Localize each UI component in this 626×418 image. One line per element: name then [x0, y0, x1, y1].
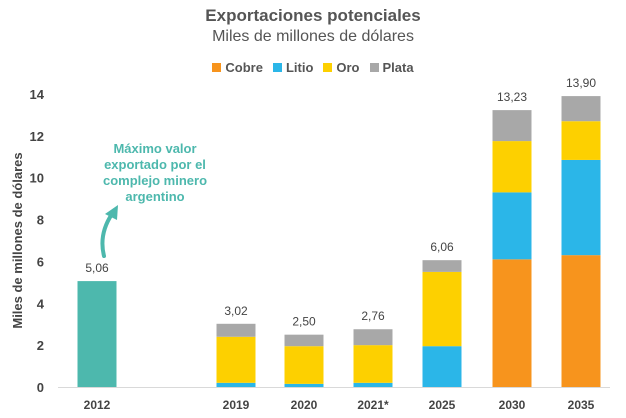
legend-swatch-oro — [323, 63, 333, 72]
annotation-line-0: Máximo valor — [113, 141, 196, 156]
legend-label-litio: Litio — [285, 60, 314, 75]
annotation-arrow-head — [105, 205, 118, 220]
bar-segment-plata-2030 — [492, 110, 532, 142]
annotation-arrow-shaft — [100, 212, 114, 258]
bar-segment-plata-2020 — [284, 334, 324, 347]
bar-segment-oro-2019 — [216, 336, 256, 383]
y-tick-label-8: 8 — [37, 213, 44, 228]
bar-segment-cobre-2030 — [492, 259, 532, 387]
total-label-2019: 3,02 — [224, 304, 248, 318]
y-tick-label-10: 10 — [30, 171, 44, 186]
y-tick-label-6: 6 — [37, 254, 44, 269]
bar-segment-oro-2035 — [561, 121, 601, 160]
annotation-line-3: argentino — [125, 189, 184, 204]
bar-segment-litio-2020 — [284, 383, 324, 387]
bar-segment-oro-2025 — [422, 271, 462, 347]
legend-swatch-litio — [272, 63, 282, 72]
legend-label-plata: Plata — [382, 60, 414, 75]
legend-label-oro: Oro — [336, 60, 360, 75]
y-tick-label-4: 4 — [37, 296, 45, 311]
x-tick-label-2035: 2035 — [568, 398, 595, 412]
legend-item-cobre: Cobre — [212, 60, 263, 75]
y-tick-label-14: 14 — [30, 87, 45, 102]
y-axis-label: Miles de millones de dólares — [10, 152, 25, 328]
bar-segment-plata-2019 — [216, 323, 256, 337]
legend: Cobre Litio Oro Plata — [0, 60, 626, 75]
y-tick-label-0: 0 — [37, 380, 44, 395]
annotation-line-1: exportado por el — [104, 157, 206, 172]
total-label-2030: 13,23 — [497, 90, 527, 104]
bar-segment-litio-2019 — [216, 382, 256, 387]
x-tick-label-2030: 2030 — [499, 398, 526, 412]
legend-label-cobre: Cobre — [225, 60, 263, 75]
y-tick-label-12: 12 — [30, 129, 44, 144]
legend-item-oro: Oro — [323, 60, 360, 75]
bar-segment-litio-2021* — [353, 382, 393, 387]
x-tick-label-2019: 2019 — [223, 398, 250, 412]
bar-segment-litio-2035 — [561, 159, 601, 256]
bar-2012-historical — [77, 281, 117, 387]
bar-segment-oro-2030 — [492, 141, 532, 193]
bar-segment-oro-2021* — [353, 345, 393, 383]
bar-segment-plata-2035 — [561, 96, 601, 122]
legend-item-litio: Litio — [272, 60, 314, 75]
total-label-2035: 13,90 — [566, 76, 596, 90]
bar-segment-litio-2025 — [422, 346, 462, 387]
y-tick-label-2: 2 — [37, 338, 44, 353]
bar-segment-plata-2021* — [353, 329, 393, 346]
x-tick-label-2021*: 2021* — [357, 398, 389, 412]
bar-segment-cobre-2035 — [561, 255, 601, 387]
bar-segment-plata-2025 — [422, 260, 462, 272]
legend-swatch-plata — [369, 63, 379, 72]
bar-segment-litio-2030 — [492, 192, 532, 260]
x-tick-label-2020: 2020 — [291, 398, 318, 412]
chart-subtitle: Miles de millones de dólares — [212, 28, 414, 45]
total-label-2012: 5,06 — [85, 261, 109, 275]
x-tick-label-2025: 2025 — [429, 398, 456, 412]
legend-swatch-cobre — [212, 63, 222, 72]
annotation-line-2: complejo minero — [103, 173, 207, 188]
total-label-2021*: 2,76 — [361, 309, 385, 323]
x-tick-label-2012: 2012 — [84, 398, 111, 412]
chart-title: Exportaciones potenciales — [205, 6, 421, 25]
total-label-2020: 2,50 — [292, 315, 316, 329]
bar-segment-oro-2020 — [284, 346, 324, 384]
legend-item-plata: Plata — [369, 60, 414, 75]
total-label-2025: 6,06 — [430, 240, 454, 254]
